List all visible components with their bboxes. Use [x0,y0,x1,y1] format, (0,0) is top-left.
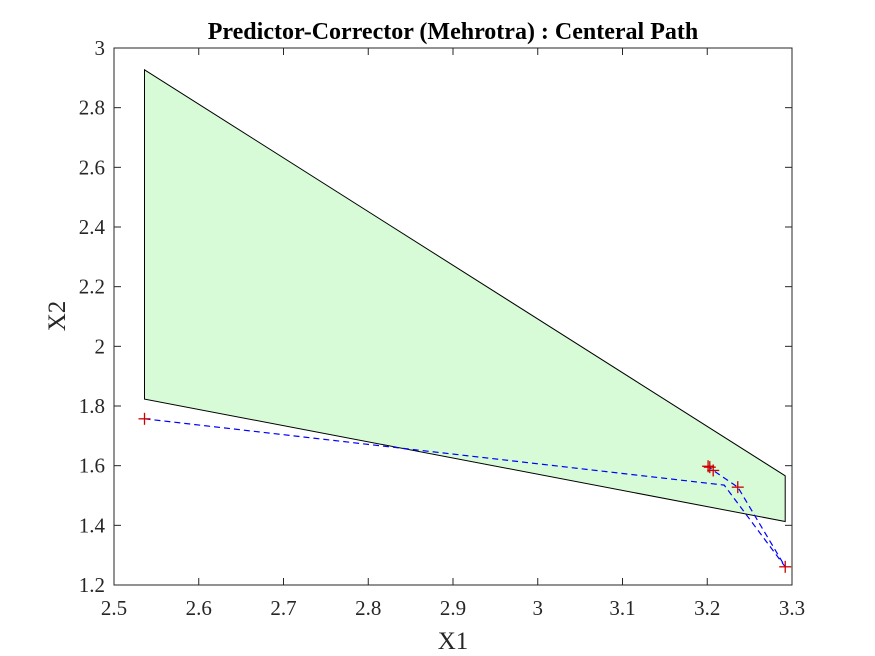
x-axis-label: X1 [438,628,469,655]
x-tick-label: 3.2 [694,596,720,620]
y-axis-ticks: 1.2 1.4 1.6 1.8 2 2.2 2.4 2.6 2.8 3 [79,36,792,597]
y-tick-label: 1.8 [79,394,105,418]
y-tick-label: 1.4 [79,513,106,537]
chart-title: Predictor-Corrector (Mehrotra) : Centera… [208,19,698,45]
y-axis-label: X2 [44,301,71,332]
iterate-marker [779,560,792,573]
x-tick-label: 3.1 [609,596,635,620]
iterate-marker [138,412,151,425]
x-tick-label: 3.3 [779,596,805,620]
x-axis-ticks: 2.5 2.6 2.7 2.8 2.9 3 3.1 3.2 3.3 [101,48,805,620]
x-tick-label: 2.6 [186,596,212,620]
x-tick-label: 2.7 [270,596,296,620]
iterate-marker [702,460,715,473]
y-tick-label: 2 [95,334,106,358]
y-tick-label: 2.4 [79,215,106,239]
central-path-layer [138,412,792,573]
x-tick-label: 2.9 [440,596,466,620]
y-tick-label: 1.6 [79,454,105,478]
x-tick-label: 3 [533,596,544,620]
y-tick-label: 2.2 [79,275,105,299]
x-tick-label: 2.5 [101,596,127,620]
y-tick-label: 2.6 [79,155,105,179]
iterate-marker [731,481,744,494]
y-tick-label: 1.2 [79,573,105,597]
y-tick-label: 2.8 [79,96,105,120]
feasible-region-layer [144,68,786,523]
iterate-marker [703,461,716,474]
x-tick-label: 2.8 [355,596,381,620]
y-tick-label: 3 [95,36,106,60]
feasible-region [144,68,786,523]
